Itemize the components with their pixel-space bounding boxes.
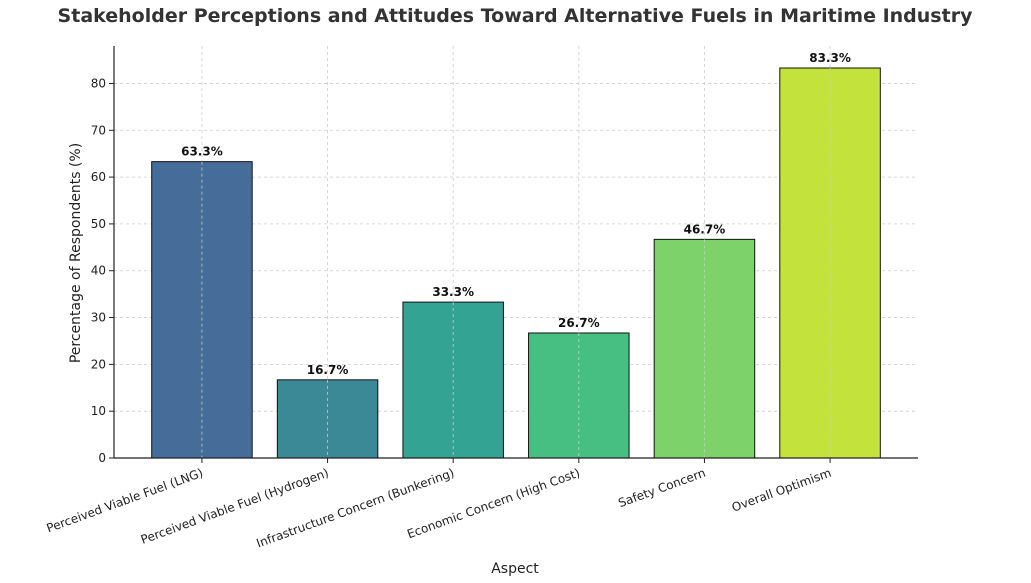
data-labels: 63.3% 16.7% 33.3% 26.7% 46.7% 83.3% [181,51,851,377]
chart-title: Stakeholder Perceptions and Attitudes To… [58,5,974,27]
bar-value-label: 83.3% [809,51,851,65]
x-tick-label: Infrastructure Concern (Bunkering) [254,466,456,551]
y-tick-label: 20 [91,357,106,371]
bar-value-label: 26.7% [558,316,600,330]
y-tick-label: 70 [91,123,106,137]
y-tick-label: 40 [91,264,106,278]
bar-value-label: 16.7% [307,363,349,377]
x-tick-label: Overall Optimism [730,466,833,515]
bars-layer [151,67,881,459]
bar-value-label: 46.7% [684,222,726,236]
y-tick-label: 30 [91,311,106,325]
bar-value-label: 33.3% [432,285,474,299]
bar-value-label: 63.3% [181,145,223,159]
x-tick-label: Safety Concern [616,466,707,511]
y-tick-label: 50 [91,217,106,231]
y-axis-label: Percentage of Respondents (%) [68,143,84,363]
y-tick-label: 60 [91,170,106,184]
y-tick-label: 10 [91,404,106,418]
y-tick-label: 0 [98,451,106,465]
x-axis-label: Aspect [491,561,539,577]
y-ticks: 0 10 20 30 40 50 60 70 80 [91,76,114,465]
y-tick-label: 80 [91,76,106,90]
x-ticks: Perceived Viable Fuel (LNG)Perceived Via… [45,458,833,551]
axes-layer [113,46,918,459]
